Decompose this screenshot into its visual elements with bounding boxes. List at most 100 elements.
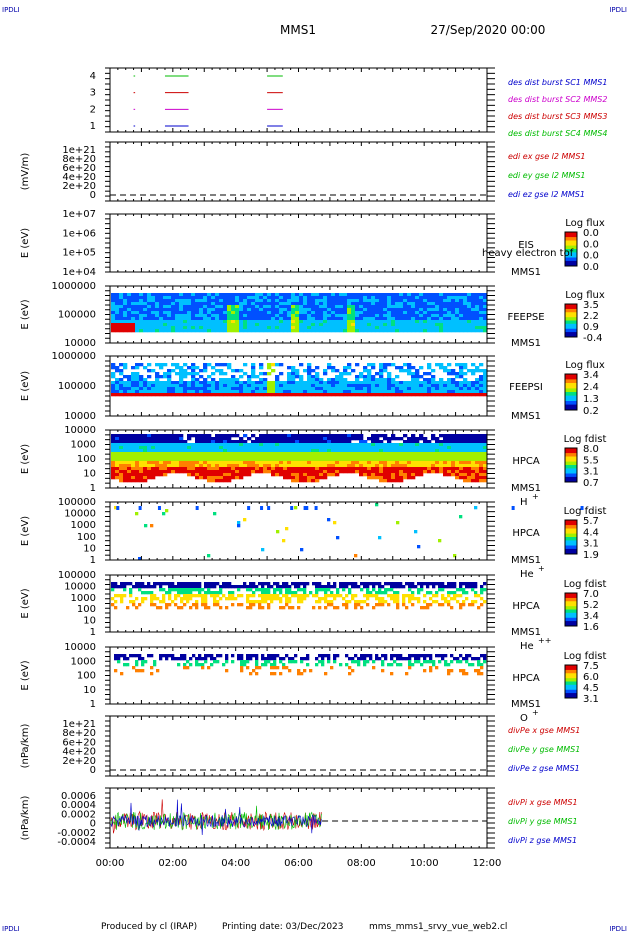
hpca_he1-colorbar-swatch [565, 543, 577, 546]
hpca_he2-cell [168, 594, 172, 598]
hpca_he2-cell [285, 585, 289, 589]
hpca_h-cell [323, 446, 328, 450]
feepsi-cell [423, 378, 428, 382]
hpca_h-cell [443, 473, 448, 477]
feepse-cell [423, 302, 428, 306]
feepse-cell [327, 296, 332, 300]
feepse-cell [459, 302, 464, 306]
feepsi-cell [231, 381, 236, 385]
feepsi-cell [463, 390, 468, 394]
hpca_h-cell [143, 458, 148, 462]
hpca_h-cell [243, 455, 248, 459]
feepse-cell [479, 317, 484, 321]
feepse-cell [127, 302, 132, 306]
hpca_h-cell [471, 440, 476, 444]
hpca_h-cell [399, 479, 404, 483]
feepse-cell [299, 326, 304, 330]
hpca_h-cell [255, 467, 260, 471]
feepse-cell [219, 302, 224, 306]
hpca_he2-cell [225, 606, 229, 610]
feepsi-cell [419, 381, 424, 385]
feepsi-cell [323, 369, 328, 373]
feepsi-cell [379, 366, 384, 370]
feepsi-cell [411, 375, 416, 379]
feepsi-cell [327, 393, 332, 397]
feepse-cell [227, 305, 232, 309]
feepse-cell [223, 320, 228, 324]
feepsi-cell [275, 384, 280, 388]
hpca_h-cell [391, 476, 396, 480]
feepse-cell [223, 299, 228, 303]
feepsi-cell [339, 381, 344, 385]
hpca_h-cell [183, 455, 188, 459]
hpca_h-cell [135, 452, 140, 456]
feepsi-cell [423, 384, 428, 388]
feepse-cell [295, 326, 300, 330]
hpca_h-cell [119, 461, 124, 465]
feepse-cell [315, 314, 320, 318]
hpca_h-cell [379, 476, 384, 480]
feepse-cell [311, 293, 316, 297]
hpca_h-cell [479, 467, 484, 471]
feepse-cell [315, 311, 320, 315]
hpca_h-cell [375, 437, 380, 441]
hpca_he2-cell [306, 594, 310, 598]
hpca_he2-cell [372, 588, 376, 592]
feepse-cell [431, 314, 436, 318]
hpca_h-cell [171, 464, 176, 468]
feepse-cell [383, 329, 388, 333]
feepsi-cell [411, 387, 416, 391]
hpca_h-cell [447, 452, 452, 456]
feepsi-cell [195, 390, 200, 394]
feepse-cell [451, 323, 456, 327]
feepsi-cell [463, 387, 468, 391]
feepse-cell [279, 326, 284, 330]
hpca_h-cell [235, 476, 240, 480]
hpca_h-cell [211, 446, 216, 450]
edi-ytick-label: 4e+20 [62, 172, 96, 183]
hpca_h-cell [291, 479, 296, 483]
feepse-cell [295, 311, 300, 315]
hpca_h-cell [303, 473, 308, 477]
feepse-cell [299, 320, 304, 324]
feepse-cell [347, 296, 352, 300]
feepse-cell [299, 314, 304, 318]
feepse-cell [415, 293, 420, 297]
hpca_he2-cell [384, 588, 388, 592]
feepsi-cell [343, 366, 348, 370]
hpca_h-cell [219, 437, 224, 441]
feepse-cell [143, 326, 148, 330]
feepsi-cell [427, 393, 432, 397]
feepse-cell [355, 311, 360, 315]
hpca_h-cell [319, 443, 324, 447]
hpca_h-cell [315, 470, 320, 474]
feepsi-cell [155, 378, 160, 382]
feepsi-cell [207, 375, 212, 379]
feepse-cell [119, 308, 124, 312]
feepse-cell [371, 314, 376, 318]
hpca_h-cell [251, 470, 256, 474]
feepsi-cell [267, 393, 272, 397]
feepse-cell [291, 293, 296, 297]
hpca_h-cell [455, 473, 460, 477]
feepsi-cell [319, 390, 324, 394]
feepse-cell [447, 311, 452, 315]
hpca_he2-cell [318, 606, 322, 610]
hpca_h-cell [471, 461, 476, 465]
feepse-cell [147, 293, 152, 297]
hpca_he2-cell [324, 597, 328, 601]
feepse-cell [227, 299, 232, 303]
hpca_h-cell [155, 470, 160, 474]
feepsi-cell [147, 390, 152, 394]
feepse-cell [335, 326, 340, 330]
feepsi-ytick-label: 1000000 [51, 351, 96, 362]
hpca_he2-cell [279, 606, 283, 610]
feepse-cell [283, 302, 288, 306]
hpca_h-cell [227, 458, 232, 462]
feepsi-cell [387, 393, 392, 397]
hpca_he2-cell [420, 606, 424, 610]
hpca_h-cell [419, 443, 424, 447]
feepse-cell [355, 314, 360, 318]
hpca_he2-cell [378, 585, 382, 589]
feepse-cell [207, 296, 212, 300]
